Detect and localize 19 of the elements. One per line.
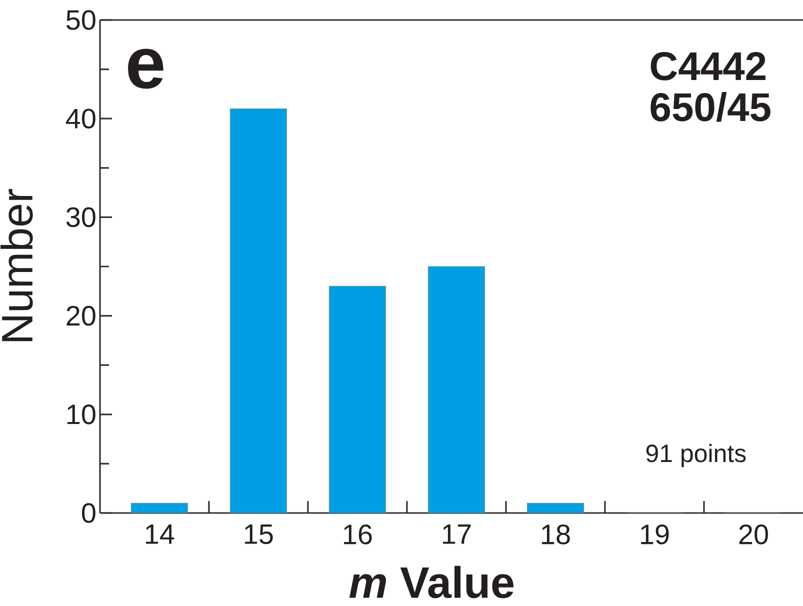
y-axis-title: Number	[0, 189, 33, 342]
annotation: e	[128, 48, 164, 89]
y-tick-label: 30	[66, 207, 96, 228]
y-tick-label: 0	[82, 503, 96, 523]
x-tick-label: 16	[344, 524, 372, 544]
x-tick-label: 14	[146, 524, 174, 544]
x-tick-label: 17	[443, 524, 471, 544]
annotation: 650/45	[650, 92, 770, 122]
y-tick-label: 20	[66, 306, 96, 326]
x-axis-title: m Value	[349, 566, 514, 598]
x-tick-label: 20	[739, 524, 768, 544]
annotation: 91 points	[646, 444, 746, 468]
x-tick-label: 15	[244, 524, 273, 544]
y-tick-label: 50	[66, 10, 96, 30]
y-tick-label: 10	[67, 404, 96, 424]
y-tick-label: 40	[66, 108, 96, 129]
x-tick-label: 18	[542, 524, 570, 544]
x-tick-label: 19	[641, 524, 669, 544]
annotation: C4442	[650, 52, 766, 80]
